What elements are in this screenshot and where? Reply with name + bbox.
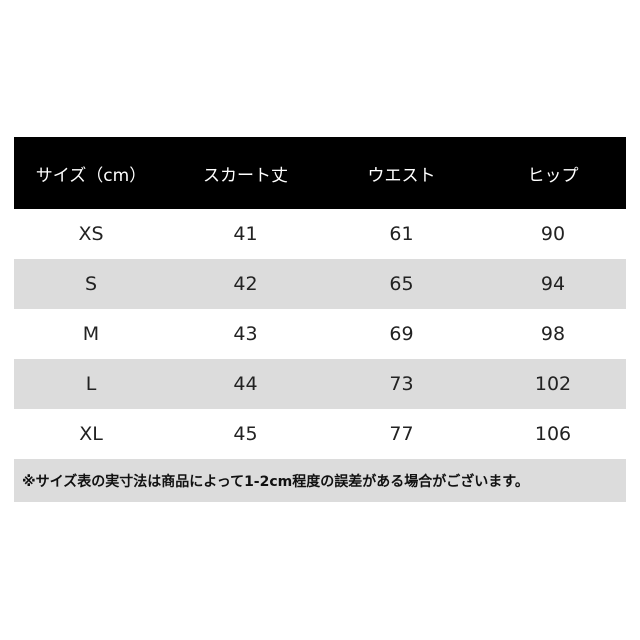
table-cell: 65 (389, 273, 414, 295)
table-cell: 43 (233, 323, 258, 345)
note: ※サイズ表の実寸法は商品によって1-2cm程度の誤差がある場合がございます。 (14, 459, 626, 502)
table-cell: 102 (534, 373, 572, 395)
table-cell: 94 (540, 273, 566, 295)
table-cell: 77 (389, 423, 414, 445)
table-row: M 43 69 98 (14, 309, 626, 359)
table-cell: 45 (233, 423, 258, 445)
header-cell: サイズ（cm） (35, 165, 147, 186)
table-row: XS 41 61 90 (14, 209, 626, 259)
table-body: XS 41 61 90 S 42 65 94 M 43 69 98 L 44 73 102 XL 45 77 106 (14, 209, 626, 459)
table-cell: 90 (540, 223, 566, 245)
table-row: S 42 65 94 (14, 259, 626, 309)
table-cell: M (82, 323, 100, 345)
table-cell: S (84, 273, 98, 295)
table-cell: 41 (233, 223, 258, 245)
table-cell: 98 (540, 323, 566, 345)
header-row: サイズ（cm） スカート丈 ウエスト ヒップ (14, 137, 626, 209)
table-cell: 69 (389, 323, 414, 345)
header-cell: スカート丈 (203, 165, 288, 186)
table-cell: L (85, 373, 97, 395)
size-table: サイズ（cm） スカート丈 ウエスト ヒップ XS 41 61 90 S 42 65 94 M 43 69… (14, 137, 626, 502)
table-cell: 106 (534, 423, 572, 445)
table-cell: 73 (389, 373, 414, 395)
table-cell: 42 (233, 273, 258, 295)
table-cell: 61 (389, 223, 414, 245)
table-row: L 44 73 102 (14, 359, 626, 409)
table-row: XL 45 77 106 (14, 409, 626, 459)
header-cell: ウエスト (367, 165, 436, 186)
table-cell: 44 (233, 373, 258, 395)
table-cell: XS (78, 223, 104, 245)
table-cell: XL (79, 423, 103, 445)
header-cell: ヒップ (527, 165, 579, 186)
